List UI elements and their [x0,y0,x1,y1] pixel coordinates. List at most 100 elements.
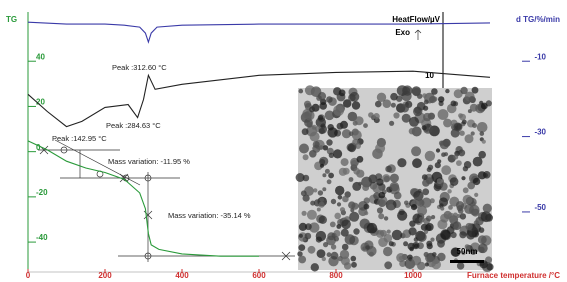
particle [477,122,488,133]
particle [437,159,441,163]
particle [469,205,480,216]
particle [456,201,464,209]
particle [397,158,406,167]
particle [454,123,463,132]
particle [333,105,344,116]
particle [438,109,449,120]
annotation: Peak :284.63 °C [106,121,161,130]
particle [483,173,488,178]
particle [458,113,463,118]
particle [417,232,427,242]
particle [423,113,431,121]
particle [426,216,432,222]
particle [344,262,351,269]
particle [317,249,326,258]
particle [335,186,344,195]
annotation: Mass variation: -35.14 % [168,211,251,220]
particle [390,174,399,183]
particle [369,252,374,257]
particle [302,128,309,135]
particle [390,93,398,101]
particle [460,213,466,219]
particle [337,123,344,130]
particle [299,234,303,238]
particle [367,223,378,234]
particle [383,99,392,108]
particle [439,141,444,146]
particle [414,244,418,248]
particle [397,211,407,221]
particle [440,214,449,223]
particle [345,234,356,245]
particle [338,195,343,200]
particle [318,190,323,195]
particle [401,104,409,112]
particle [325,169,330,174]
particle [465,134,474,143]
particle [308,246,316,254]
page: {"chart_data":{"type":"line", "x_label":… [0,0,567,282]
particle [334,213,341,220]
y2-tick-label: -10 [534,52,546,61]
particle [302,211,307,216]
particle [341,158,349,166]
particle [358,182,362,186]
particle [318,115,323,120]
particle [336,224,341,229]
particle [430,198,435,203]
particle [474,193,478,197]
particle [440,207,444,211]
x-axis-label: Furnace temperature /°C [467,271,560,280]
particle [453,155,458,160]
y2-tick-label: -30 [534,128,546,137]
particle [310,201,315,206]
particle [349,212,359,222]
particle [432,252,437,257]
particle [313,188,317,192]
particle [459,231,466,238]
particle [457,262,464,269]
particle [422,93,427,98]
particle [327,232,335,240]
particle [377,199,384,206]
particle [299,223,307,231]
particle [419,217,425,223]
particle [481,103,488,110]
particle [352,101,360,109]
particle [320,198,325,203]
particle [316,231,326,241]
particle [304,101,311,108]
particle [458,149,465,156]
chart: 50nm TGd TG/%/minFurnace temperature /°C… [0,0,567,282]
particle [437,253,445,261]
particle [375,143,385,153]
particle [363,123,368,128]
particle [440,229,450,239]
y2-axis-label: d TG/%/min [516,15,560,24]
particle [480,131,485,136]
y-tick-label: 0 [36,143,41,152]
particle [385,166,392,173]
particle [365,245,370,250]
y-tick-label: -40 [36,233,48,242]
particle [389,241,394,246]
particle [323,145,328,150]
particle [432,96,437,101]
particle [445,89,449,93]
particle [322,173,326,177]
particle [299,89,304,94]
particle [469,96,476,103]
x-tick-label: 0 [26,271,31,280]
particle [325,111,335,121]
y-tick-label: -20 [36,188,48,197]
particle [409,247,414,252]
x-tick-label: 200 [98,271,112,280]
particle [307,210,317,220]
particle [327,127,337,137]
scale-label: 50nm [457,247,478,256]
particle [426,223,434,231]
x-tick-label: 400 [175,271,189,280]
particle [451,101,457,107]
particle [319,102,327,110]
particle [473,178,480,185]
